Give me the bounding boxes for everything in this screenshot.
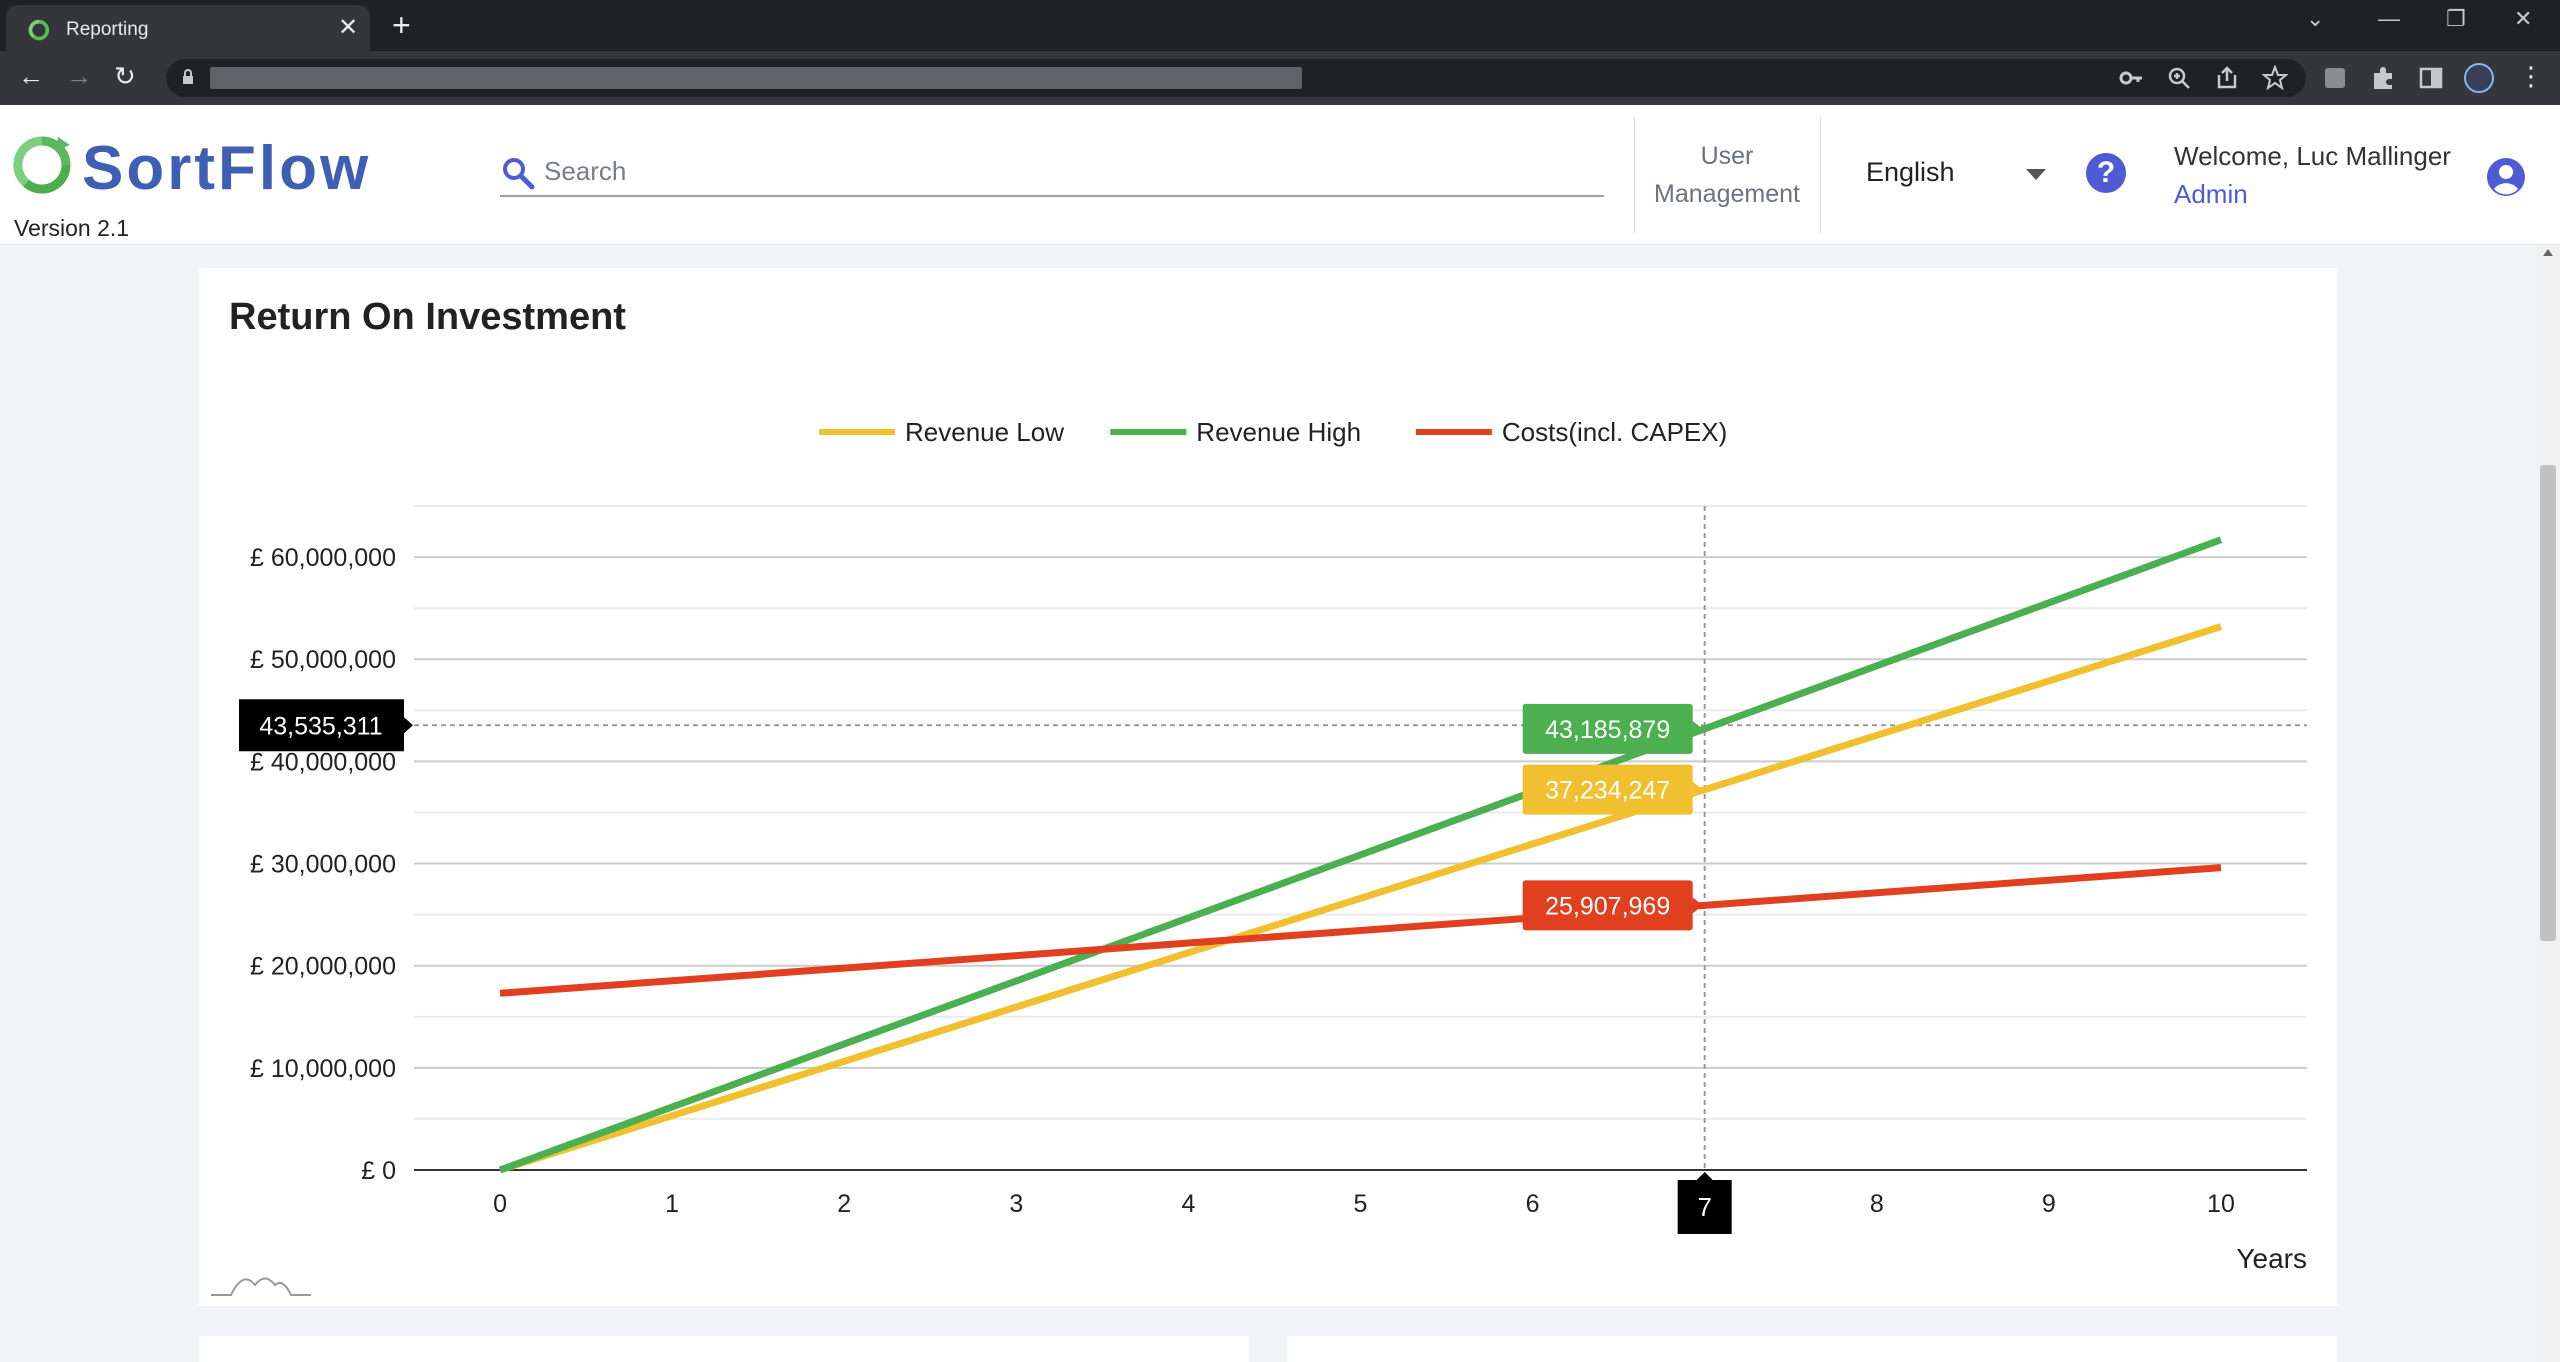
header-divider — [1820, 117, 1821, 233]
welcome-text: Welcome, Luc Mallinger — [2174, 141, 2451, 171]
menu-icon[interactable]: ⋮ — [2518, 61, 2544, 91]
close-tab-icon[interactable]: ✕ — [338, 14, 359, 41]
share-icon[interactable] — [2214, 65, 2240, 91]
x-tick-label: 10 — [2207, 1190, 2235, 1218]
x-tick-label: 6 — [1526, 1190, 1540, 1218]
user-account-icon[interactable] — [2486, 157, 2526, 197]
legend-label: Revenue High — [1196, 417, 1361, 447]
scroll-up-icon[interactable] — [2543, 249, 2553, 256]
help-icon[interactable]: ? — [2086, 153, 2126, 193]
x-tick-label: 0 — [493, 1190, 507, 1218]
tooltip-value: 37,234,247 — [1545, 777, 1670, 805]
tooltip-pointer — [1692, 897, 1703, 914]
tooltip-value: 25,907,969 — [1545, 892, 1670, 920]
y-tick-label: £ 50,000,000 — [250, 646, 396, 674]
lower-card-left — [199, 1336, 1249, 1362]
puzzle-icon[interactable] — [2370, 65, 2396, 91]
legend-label: Revenue Low — [905, 417, 1064, 447]
crosshair-x-label: 7 — [1697, 1192, 1711, 1222]
browser-tab-bar: Reporting ✕ + ⌄ — ❐ ✕ — [0, 0, 2560, 51]
profile-avatar[interactable] — [2464, 63, 2494, 93]
series-line — [499, 864, 2222, 997]
key-icon[interactable] — [2118, 65, 2144, 91]
browser-toolbar: ← → ↻ ⋮ — [0, 51, 2560, 105]
back-icon[interactable]: ← — [18, 61, 44, 91]
legend-label: Costs(incl. CAPEX) — [1502, 417, 1727, 447]
address-bar[interactable] — [166, 59, 2306, 97]
search-bar[interactable] — [500, 145, 1604, 197]
restore-icon[interactable]: ❐ — [2446, 6, 2466, 31]
new-tab-button[interactable]: + — [392, 7, 411, 43]
crosshair-x-label-pointer — [1696, 1172, 1713, 1180]
x-tick-label: 9 — [2042, 1190, 2056, 1218]
version-label: Version 2.1 — [14, 215, 130, 241]
y-tick-label: £ 20,000,000 — [250, 953, 396, 981]
x-axis-label: Years — [2236, 1243, 2307, 1274]
x-tick-label: 5 — [1354, 1190, 1368, 1218]
side-panel-icon[interactable] — [2418, 65, 2444, 91]
crosshair-y-label-box — [239, 699, 404, 752]
lock-icon — [183, 69, 193, 84]
search-icon — [503, 158, 535, 190]
extension-icon[interactable] — [2322, 65, 2348, 91]
zoom-icon[interactable] — [2166, 65, 2192, 91]
user-management-line2: Management — [1654, 180, 1800, 208]
y-tick-label: £ 40,000,000 — [250, 748, 396, 776]
header-divider — [1634, 117, 1635, 233]
tab-search-icon[interactable]: ⌄ — [2306, 6, 2325, 31]
forward-icon[interactable]: → — [66, 61, 92, 91]
tab-title: Reporting — [66, 19, 149, 40]
language-select[interactable]: English — [1866, 157, 1955, 187]
y-tick-label: £ 10,000,000 — [250, 1055, 396, 1083]
minimize-icon[interactable]: — — [2378, 6, 2400, 31]
tooltip-value: 43,185,879 — [1545, 716, 1670, 744]
series-line — [498, 623, 2223, 1174]
lower-card-right — [1287, 1336, 2337, 1362]
series-line — [498, 536, 2223, 1174]
tooltip-box — [1522, 764, 1693, 815]
scroll-thumb[interactable] — [2540, 465, 2556, 941]
app-header: SortFlow Version 2.1 User Management Eng… — [0, 105, 2560, 245]
y-tick-label: £ 30,000,000 — [250, 851, 396, 879]
tooltip-pointer — [1692, 720, 1703, 737]
y-tick-label: £ 60,000,000 — [250, 544, 396, 572]
chart-range-selector-icon — [211, 1277, 311, 1296]
sortflow-logo-icon — [13, 136, 71, 194]
x-tick-label: 2 — [837, 1190, 851, 1218]
sortflow-favicon-icon — [28, 19, 50, 41]
card-title: Return On Investment — [229, 296, 626, 338]
roi-chart[interactable]: £ 0 £ 10,000,000 £ 20,000,000 £ 30,000,000 £… — [199, 268, 2337, 1306]
x-tick-label: 4 — [1181, 1190, 1195, 1218]
user-management-line1: User — [1700, 142, 1754, 170]
crosshair-y-label-pointer — [404, 717, 413, 734]
logo-text[interactable]: SortFlow — [82, 134, 372, 203]
chevron-down-icon[interactable] — [2026, 169, 2046, 180]
search-input[interactable] — [544, 153, 1584, 189]
bookmark-star-icon[interactable] — [2262, 65, 2288, 91]
reload-icon[interactable]: ↻ — [114, 61, 136, 91]
roi-card: Return On Investment £ 0 £ 10,000,000 £ 20… — [199, 268, 2337, 1306]
page-scrollbar[interactable] — [2536, 245, 2560, 1362]
browser-tab[interactable]: Reporting ✕ — [6, 5, 370, 51]
user-role-link[interactable]: Admin — [2174, 179, 2248, 209]
crosshair-y-label: 43,535,311 — [259, 712, 382, 740]
user-management-link[interactable]: User Management — [1644, 137, 1810, 213]
x-tick-label: 8 — [1870, 1190, 1884, 1218]
tooltip-box — [1522, 703, 1693, 754]
crosshair-x-label-box — [1677, 1180, 1732, 1234]
y-tick-label: £ 0 — [361, 1157, 396, 1185]
x-tick-label: 3 — [1009, 1190, 1023, 1218]
url-text — [210, 67, 1302, 89]
tooltip-pointer — [1692, 781, 1703, 798]
window-close-icon[interactable]: ✕ — [2514, 6, 2533, 31]
tooltip-box — [1522, 880, 1693, 931]
x-tick-label: 1 — [665, 1190, 679, 1218]
